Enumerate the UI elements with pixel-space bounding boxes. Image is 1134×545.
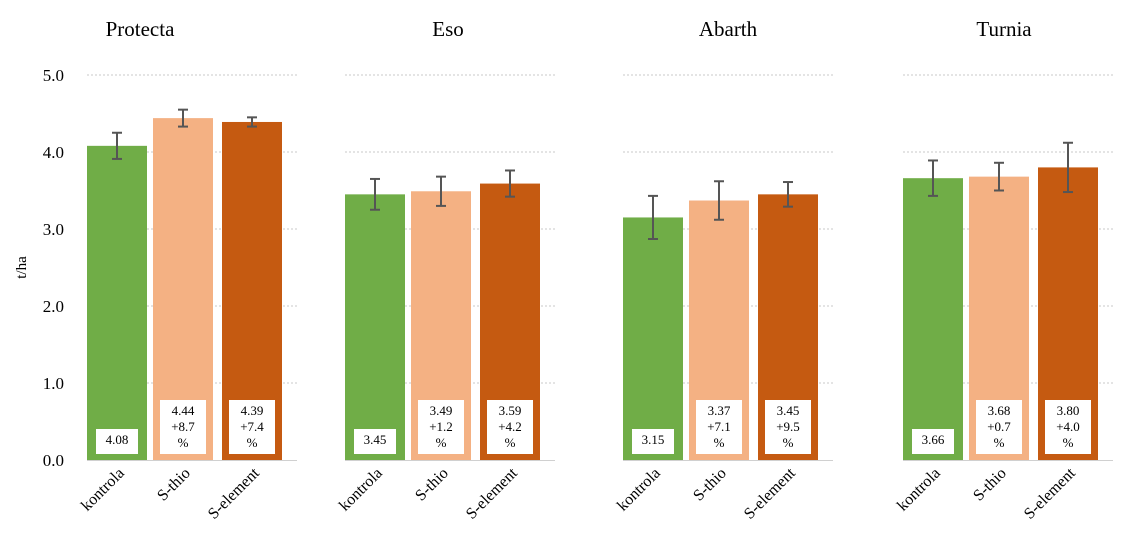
panel-title: Abarth [699,17,758,41]
data-label-box [765,400,811,454]
error-bar [714,180,724,221]
data-label-box [696,400,742,454]
data-label-text: 3.45 [777,403,800,418]
error-bar [928,159,938,197]
data-label-text: 3.37 [708,403,731,418]
panel-protecta: Protecta4.08kontrola4.44+8.7%S-thio4.39+… [78,17,297,523]
data-label: 3.59+4.2% [487,400,533,454]
data-label-text: +0.7 [987,419,1011,434]
data-label-text: +9.5 [776,419,800,434]
panel-eso: Eso 3.45 kontrola 3.49+1.2% S-thio 3.59+4.2% S… [336,17,555,523]
error-bar [648,194,658,241]
data-label: 3.68+0.7% [976,400,1022,454]
category-label: kontrola [614,465,664,515]
data-label-text: 3.45 [364,432,387,447]
bar-kontrola [623,217,683,460]
data-label-text: +1.2 [429,419,453,434]
chart-panels: Protecta4.08kontrola4.44+8.7%S-thio4.39+… [78,17,1113,523]
data-label-text: % [714,435,725,450]
data-label: 3.37+7.1% [696,400,742,454]
category-label: S-thio [154,465,194,505]
y-tick-label: 0.0 [43,451,64,470]
data-label-box [487,400,533,454]
data-label-box [912,429,954,454]
data-label-text: +4.0 [1056,419,1080,434]
data-label-text: % [1063,435,1074,450]
data-label-text: 4.08 [106,432,129,447]
data-label-text: 4.39 [241,403,264,418]
data-label-text: % [247,435,258,450]
data-label: 3.49+1.2% [418,400,464,454]
category-label: S-thio [970,465,1010,505]
category-label: kontrola [336,465,386,515]
error-bar [783,181,793,208]
y-tick-label: 5.0 [43,66,64,85]
error-bar [1063,141,1073,194]
data-label-box [418,400,464,454]
data-label-box [160,400,206,454]
data-label: 3.80+4.0% [1045,400,1091,454]
error-bar [505,169,515,198]
category-label: S-element [463,464,521,522]
data-label-text: 3.49 [430,403,453,418]
data-label-text: +8.7 [171,419,195,434]
data-label-text: % [436,435,447,450]
data-label: 3.66 [912,429,954,454]
error-bar [247,116,257,128]
category-label: S-thio [412,465,452,505]
data-label-text: % [505,435,516,450]
y-tick-label: 3.0 [43,220,64,239]
data-label: 3.45 [354,429,396,454]
data-label-text: +7.1 [707,419,731,434]
bar-kontrola [345,194,405,460]
data-label-text: % [178,435,189,450]
error-bar [112,131,122,160]
y-tick-label: 2.0 [43,297,64,316]
panel-title: Eso [432,17,464,41]
data-label-text: 3.15 [642,432,665,447]
y-tick-label: 4.0 [43,143,64,162]
data-label-box [354,429,396,454]
data-label-box [96,429,138,454]
data-label: 3.45+9.5% [765,400,811,454]
category-label: S-element [741,464,799,522]
y-axis: 0.0 1.0 2.0 3.0 4.0 5.0 t/ha [14,66,64,470]
data-label-box [632,429,674,454]
data-label-box [1045,400,1091,454]
error-bar [436,175,446,207]
error-bar [178,108,188,128]
data-label-text: 4.44 [172,403,195,418]
data-label-text: +7.4 [240,419,264,434]
category-label: kontrola [78,465,128,515]
data-label: 4.08 [96,429,138,454]
data-label-box [229,400,275,454]
data-label-text: +4.2 [498,419,522,434]
data-label-text: 3.66 [922,432,945,447]
error-bar [994,161,1004,192]
category-label: S-element [1021,464,1079,522]
error-bar [370,177,380,211]
panel-title: Turnia [976,17,1032,41]
panel-title: Protecta [106,17,175,41]
data-label-box [976,400,1022,454]
data-label: 3.15 [632,429,674,454]
category-label: kontrola [894,465,944,515]
y-tick-label: 1.0 [43,374,64,393]
category-label: S-element [205,464,263,522]
y-axis-label: t/ha [14,256,30,279]
data-label: 4.39+7.4% [229,400,275,454]
data-label-text: % [994,435,1005,450]
data-label-text: % [783,435,794,450]
data-label-text: 3.59 [499,403,522,418]
data-label: 4.44+8.7% [160,400,206,454]
data-label-text: 3.68 [988,403,1011,418]
panel-abarth: Abarth 3.15 kontrola 3.37+7.1% S-thio 3.45+9.… [614,17,833,523]
data-label-text: 3.80 [1057,403,1080,418]
panel-turnia: Turnia 3.66 kontrola 3.68+0.7% S-thio 3.80+4.… [894,17,1113,523]
bar-kontrola [903,178,963,460]
category-label: S-thio [690,465,730,505]
bar-kontrola [87,145,147,460]
